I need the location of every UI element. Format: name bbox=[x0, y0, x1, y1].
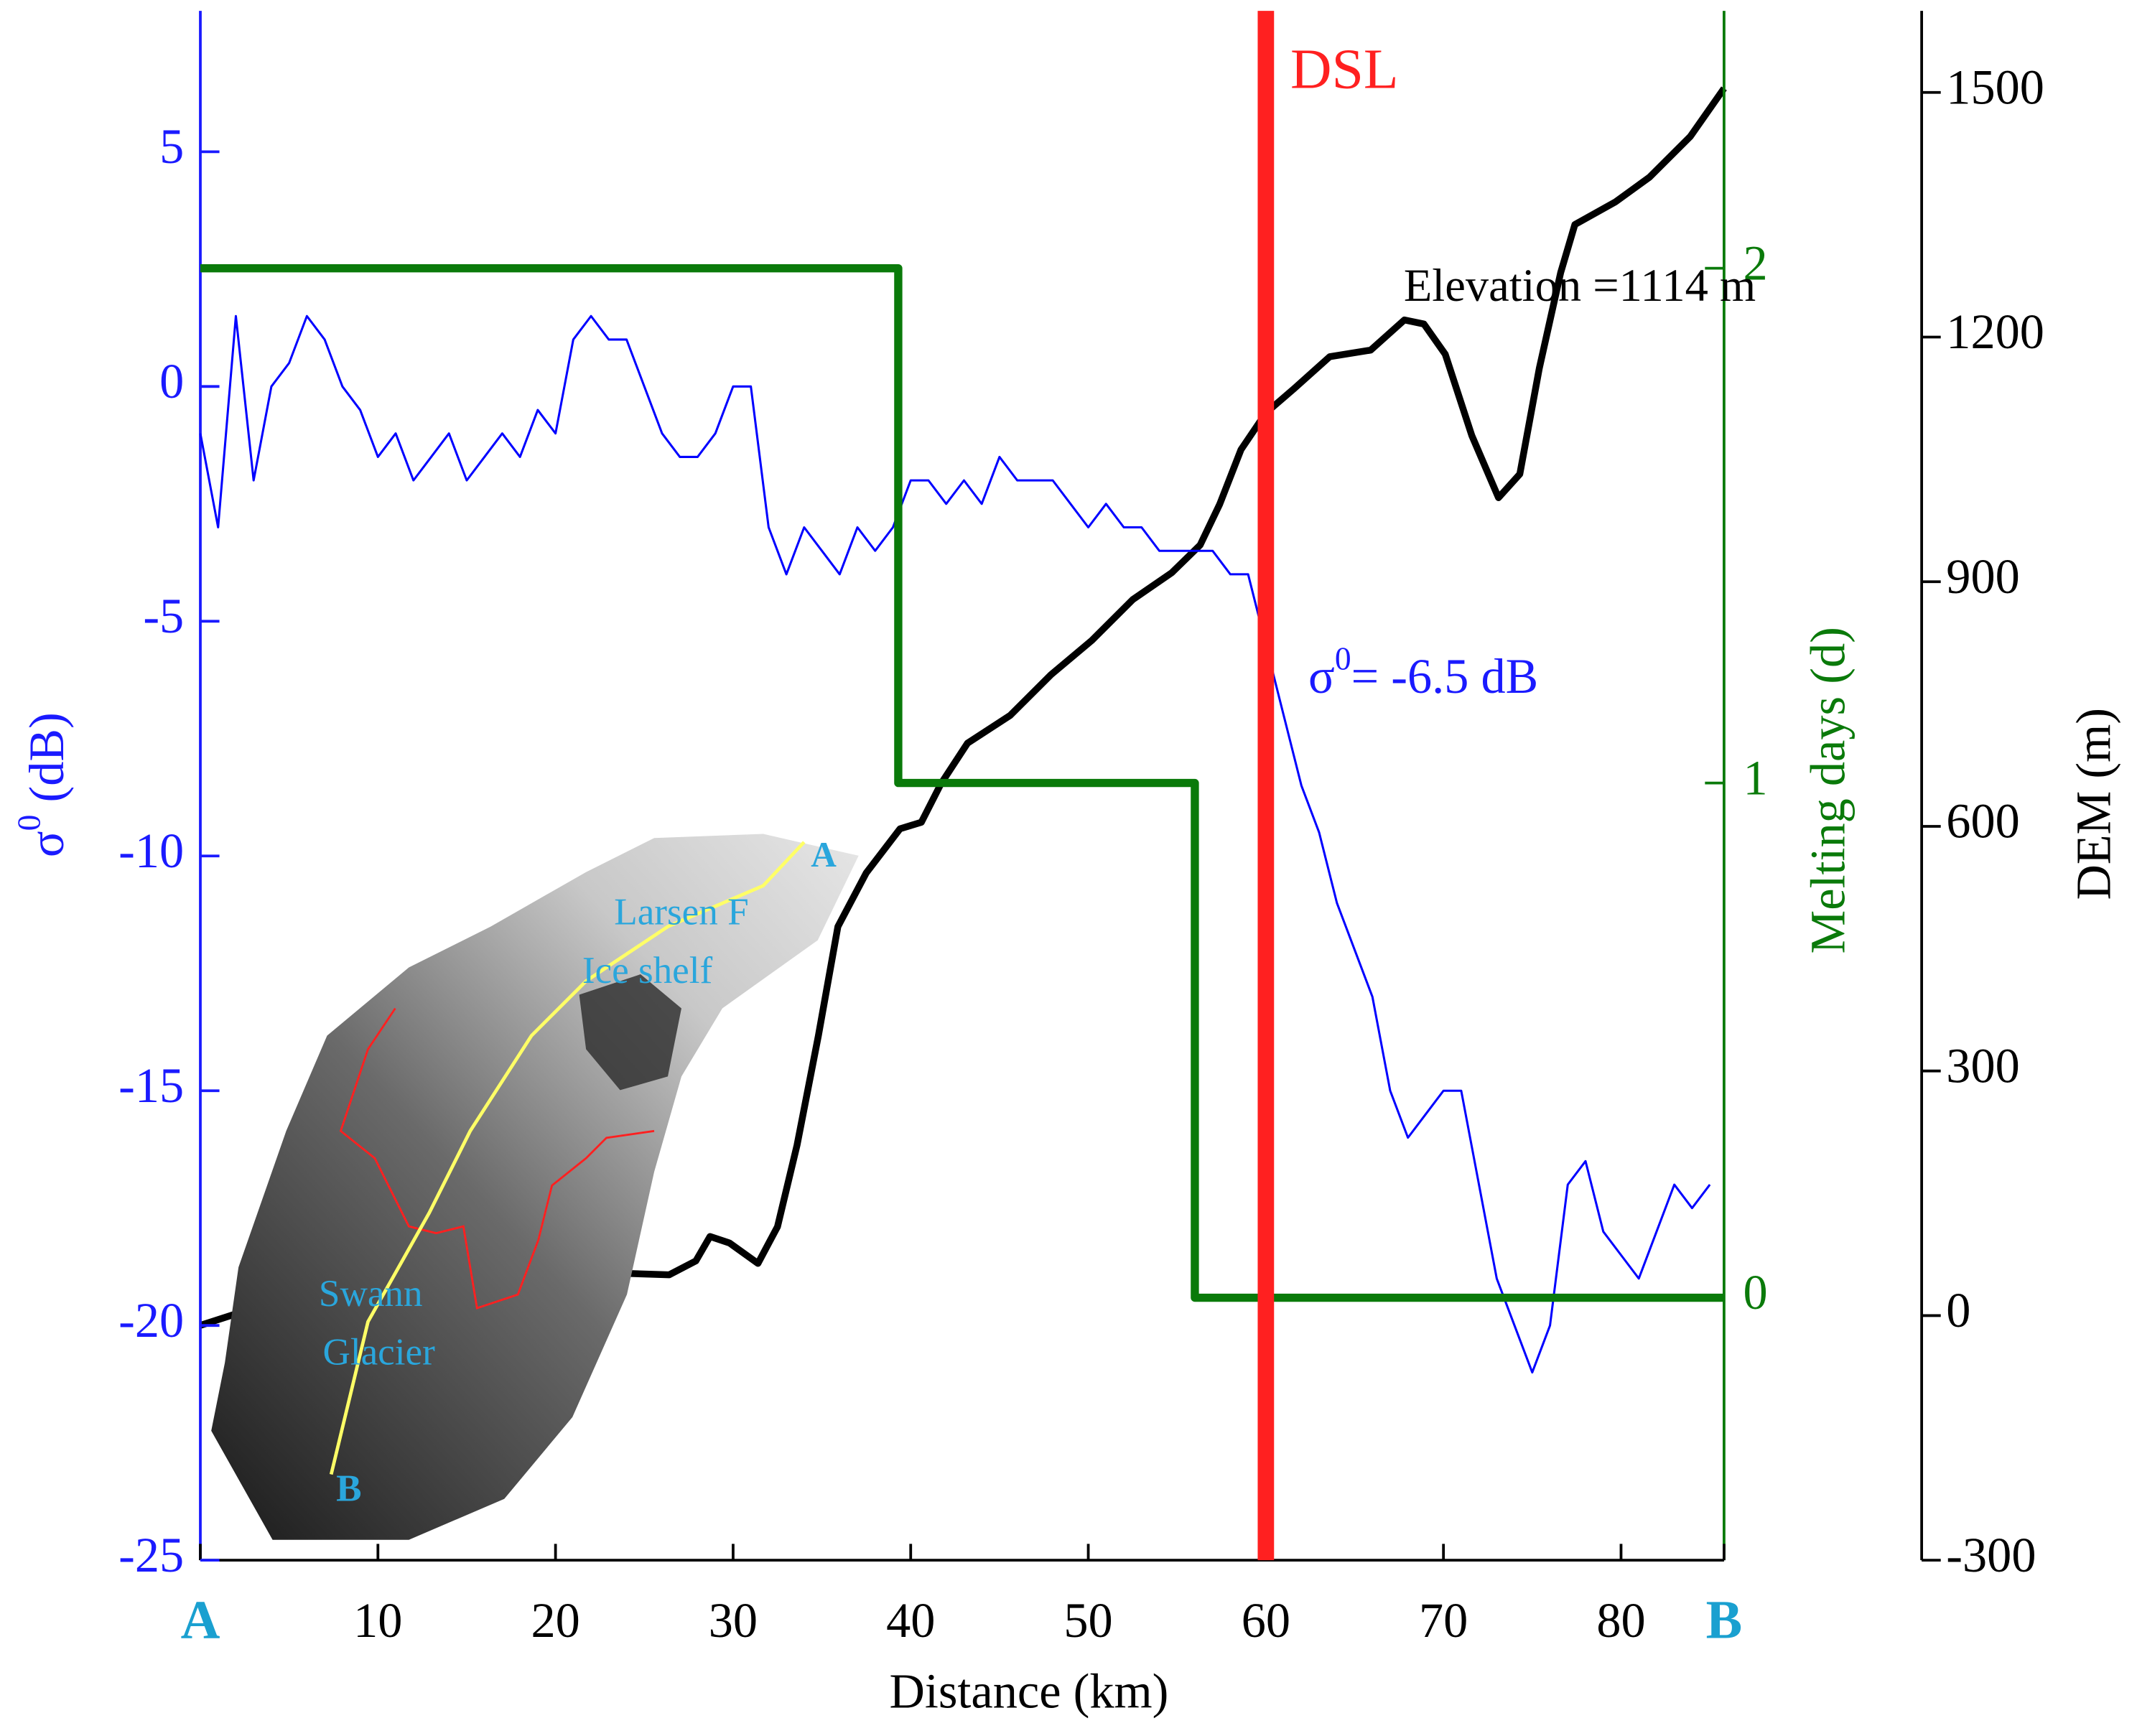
series-line bbox=[199, 314, 1711, 1374]
y-axis-label: σ0 (dB) bbox=[11, 712, 74, 857]
y3-axis-label: DEM (m) bbox=[2067, 708, 2121, 900]
x-tick-label: 60 bbox=[1242, 1593, 1290, 1648]
inset-label: Swann bbox=[319, 1273, 423, 1315]
inset-label: B bbox=[336, 1467, 361, 1509]
y3-tick-label: -300 bbox=[1946, 1528, 2036, 1582]
elevation-annotation: Elevation =1114 m bbox=[1404, 259, 1756, 311]
inset-dark-patch bbox=[579, 974, 681, 1091]
y3-tick-label: 600 bbox=[1946, 794, 2019, 849]
x-tick-label: 30 bbox=[709, 1593, 758, 1648]
y3-tick-label: 0 bbox=[1946, 1283, 1970, 1338]
y2-tick-label: 1 bbox=[1743, 750, 1767, 805]
x-tick-label: 10 bbox=[353, 1593, 402, 1648]
y2-tick-label: 0 bbox=[1743, 1265, 1767, 1320]
inset-image bbox=[211, 834, 859, 1540]
x-tick-label: A bbox=[181, 1590, 220, 1651]
y-tick-label: 0 bbox=[159, 354, 184, 409]
y2-axis-label: Melting days (d) bbox=[1800, 627, 1855, 953]
x-tick-label: 80 bbox=[1596, 1593, 1645, 1648]
inset-label: Larsen F bbox=[614, 892, 748, 933]
series-line bbox=[199, 86, 1727, 1329]
x-tick-label: 40 bbox=[886, 1593, 935, 1648]
y3-tick-label: 300 bbox=[1946, 1038, 2019, 1093]
series-line bbox=[200, 263, 1724, 1302]
inset-label: Glacier bbox=[322, 1332, 435, 1373]
x-tick-label: 70 bbox=[1419, 1593, 1468, 1648]
y-tick-label: -15 bbox=[118, 1058, 184, 1113]
y-tick-label: -5 bbox=[143, 589, 184, 643]
sigma-annotation: σ0= -6.5 dB bbox=[1308, 640, 1538, 704]
inset-map: A Larsen F Ice shelf Swann Glacier B bbox=[211, 834, 859, 1540]
x-tick-label: 50 bbox=[1063, 1593, 1112, 1648]
y3-tick-label: 1500 bbox=[1946, 60, 2044, 114]
y2-tick-label: 2 bbox=[1743, 235, 1767, 290]
y3-tick-label: 1200 bbox=[1946, 304, 2044, 359]
y-tick-label: -25 bbox=[118, 1528, 184, 1582]
inset-label: Ice shelf bbox=[582, 950, 713, 991]
dsl-label: DSL bbox=[1290, 38, 1399, 101]
y-tick-label: -20 bbox=[118, 1293, 184, 1348]
x-tick-label: 20 bbox=[531, 1593, 579, 1648]
x-tick-label: B bbox=[1706, 1590, 1743, 1651]
x-axis-label: Distance (km) bbox=[890, 1664, 1169, 1719]
inset-yellow-line bbox=[329, 841, 806, 1475]
y-tick-label: -10 bbox=[118, 823, 184, 878]
inset-label: A bbox=[811, 835, 837, 874]
y3-tick-label: 900 bbox=[1946, 549, 2019, 604]
y-tick-label: 5 bbox=[159, 119, 184, 174]
inset-red-outline bbox=[339, 1007, 655, 1310]
